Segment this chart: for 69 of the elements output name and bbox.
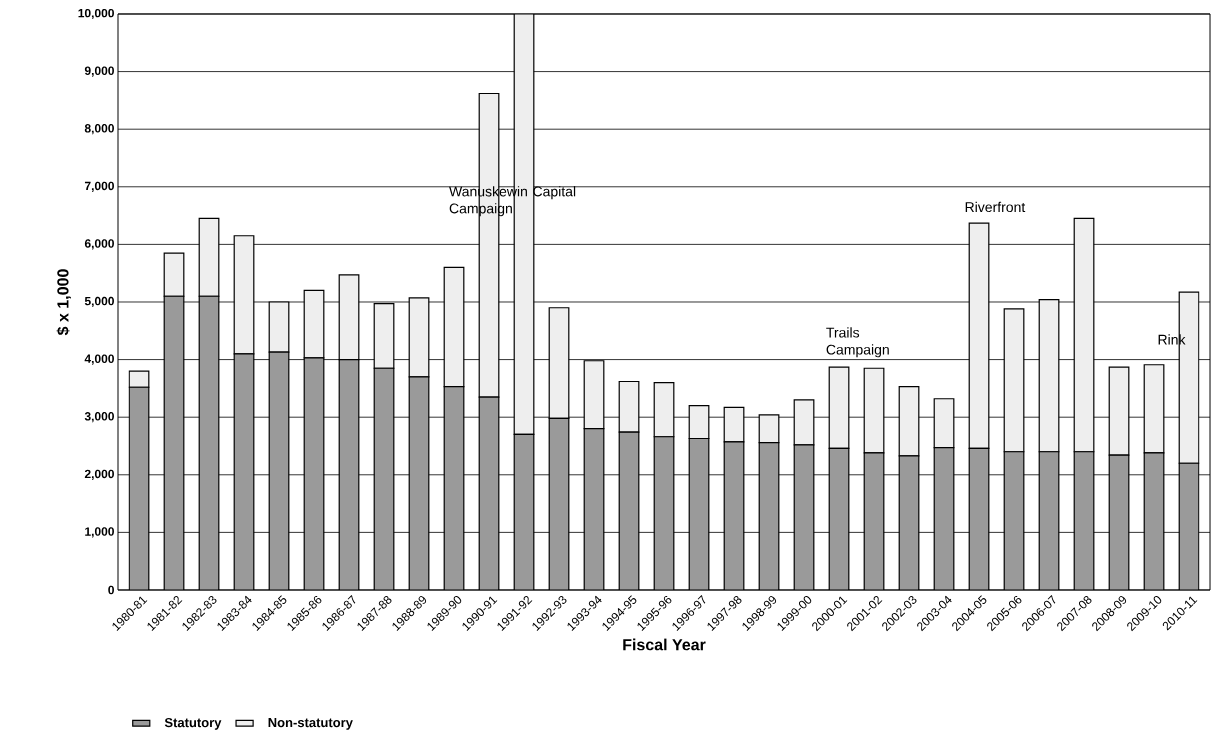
- bar: [268, 351, 290, 590]
- bar: [198, 295, 220, 590]
- bar: [1003, 308, 1025, 453]
- bar: [1178, 462, 1200, 590]
- bar: [618, 380, 640, 433]
- y-tick-label: 5,000: [84, 296, 114, 308]
- bar: [338, 274, 360, 361]
- bar: [233, 235, 255, 355]
- bar: [1108, 454, 1130, 590]
- bar: [793, 444, 815, 590]
- bar: [688, 437, 710, 590]
- bar: [443, 266, 465, 388]
- y-tick-label: 2,000: [84, 469, 114, 480]
- bar: [898, 455, 920, 590]
- legend-label: Non-statutory: [268, 718, 353, 730]
- bar: [1038, 299, 1060, 453]
- bar: [828, 447, 850, 590]
- bar: [478, 396, 500, 590]
- x-axis-title: Fiscal Year: [623, 638, 706, 651]
- bar: [408, 376, 430, 590]
- bar: [1073, 217, 1095, 453]
- bar: [1038, 451, 1060, 590]
- annotation: Riverfront: [965, 201, 1026, 213]
- bar: [233, 353, 255, 590]
- bar: [828, 366, 850, 449]
- bar: [303, 357, 325, 590]
- bar: [408, 297, 430, 378]
- bar: [513, 433, 535, 590]
- bar: [653, 436, 675, 590]
- y-tick-label: 9,000: [84, 66, 114, 77]
- bar: [933, 447, 955, 590]
- bar: [863, 452, 885, 590]
- bar: [128, 386, 150, 590]
- bar: [863, 367, 885, 454]
- bar: [1143, 364, 1165, 454]
- y-tick-label: 6,000: [84, 239, 114, 250]
- annotation: Trails Campaign: [826, 327, 889, 358]
- bar: [1143, 452, 1165, 590]
- bar: [338, 358, 360, 590]
- y-tick-label: 10,000: [78, 8, 114, 20]
- y-tick-label: 0: [108, 585, 114, 595]
- bar: [758, 441, 780, 590]
- legend-label: Statutory: [164, 718, 222, 730]
- y-tick-label: 1,000: [85, 527, 114, 538]
- bar: [1073, 451, 1095, 590]
- bar: [723, 441, 745, 590]
- bar: [1003, 451, 1025, 590]
- bar: [373, 303, 395, 369]
- bar: [968, 222, 990, 449]
- y-tick-label: 7,000: [84, 181, 114, 192]
- bar: [303, 289, 325, 359]
- bar: [163, 295, 185, 590]
- bar: [653, 382, 675, 438]
- bar: [548, 417, 570, 590]
- bar: [898, 386, 920, 457]
- y-tick-label: 4,000: [84, 354, 114, 365]
- bar: [583, 360, 605, 430]
- y-tick-label: 8,000: [84, 124, 114, 135]
- bar: [933, 398, 955, 449]
- bar: [373, 367, 395, 590]
- bar: [1108, 366, 1130, 456]
- y-axis-title: $ x 1,000: [56, 269, 71, 336]
- bar: [618, 431, 640, 590]
- bar: [548, 307, 570, 419]
- bar: [968, 447, 990, 590]
- bar: [583, 428, 605, 590]
- bar: [198, 217, 220, 297]
- bar: [443, 386, 465, 590]
- y-tick-label: 3,000: [84, 412, 114, 423]
